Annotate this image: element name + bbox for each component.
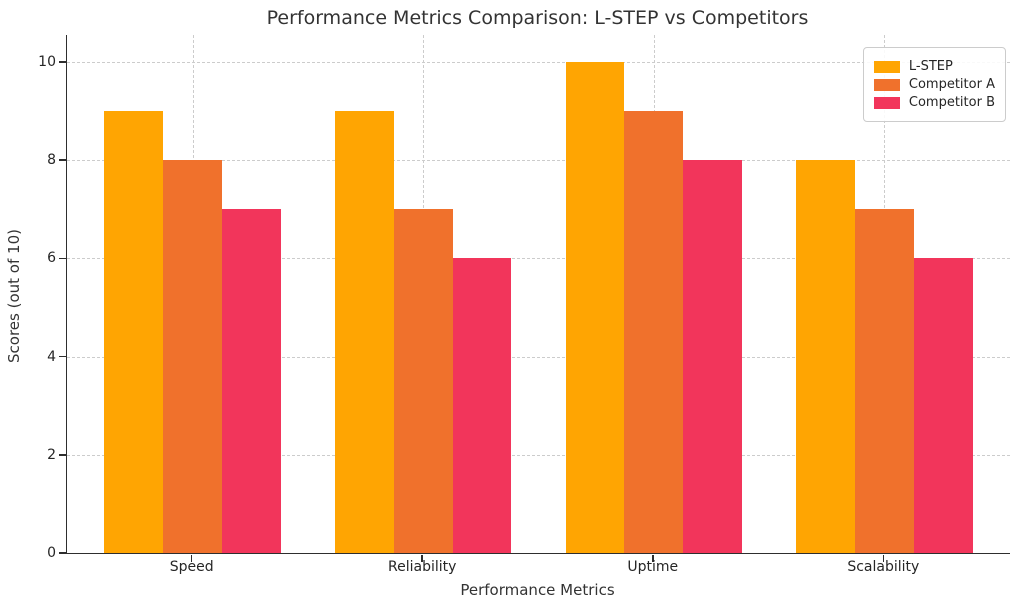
gridline-horizontal	[67, 160, 1010, 162]
legend-label: L-STEP	[908, 59, 953, 74]
bar-competitor-a	[163, 160, 223, 553]
chart-title: Performance Metrics Comparison: L-STEP v…	[266, 7, 809, 29]
y-tick-label: 10	[38, 54, 56, 70]
bar-competitor-b	[222, 209, 281, 553]
y-tick-mark	[59, 257, 66, 260]
y-tick-label: 0	[47, 545, 56, 561]
y-tick-mark	[59, 355, 66, 358]
bar-competitor-b	[452, 258, 512, 553]
bar-competitor-a	[854, 209, 914, 553]
y-tick-mark	[59, 159, 66, 161]
y-tick-mark	[59, 552, 66, 554]
legend-item: Competitor B	[873, 95, 995, 110]
legend-swatch-icon	[873, 96, 900, 109]
x-tick-label-speed: Speed	[169, 559, 214, 575]
bar-l-step	[335, 111, 394, 553]
x-tick-mark	[651, 555, 654, 562]
bar-competitor-a	[393, 209, 453, 553]
x-tick-label-scalability: Scalability	[847, 559, 920, 575]
legend-swatch-icon	[873, 60, 900, 73]
x-tick-mark	[190, 555, 193, 562]
gridline-horizontal	[67, 258, 1010, 260]
bar-competitor-b	[683, 160, 742, 553]
legend-item: L-STEP	[873, 59, 995, 74]
y-tick-mark	[59, 454, 66, 456]
y-tick-label: 6	[47, 250, 56, 267]
gridline-horizontal	[67, 454, 1010, 456]
bar-competitor-b	[913, 258, 973, 553]
legend-item: Competitor A	[873, 77, 995, 92]
y-tick-label: 8	[47, 152, 56, 169]
gridline-horizontal	[67, 62, 1010, 63]
x-tick-mark	[421, 555, 423, 562]
y-tick-mark	[59, 61, 66, 63]
bar-l-step	[796, 160, 855, 553]
gridline-horizontal	[67, 356, 1010, 358]
legend-swatch-icon	[873, 78, 900, 91]
legend-label: Competitor B	[908, 95, 995, 110]
bar-l-step	[104, 111, 164, 553]
plot-area	[66, 35, 1010, 554]
x-tick-mark	[882, 555, 885, 562]
legend: L-STEP Competitor A Competitor B	[862, 47, 1006, 122]
x-tick-label-reliability: Reliability	[388, 559, 457, 575]
legend-label: Competitor A	[908, 77, 995, 92]
bar-l-step	[565, 62, 625, 553]
y-tick-label: 2	[47, 446, 56, 463]
x-axis-label: Performance Metrics	[460, 581, 615, 599]
x-tick-label-uptime: Uptime	[627, 559, 679, 575]
y-axis-label: Scores (out of 10)	[5, 229, 23, 363]
bar-competitor-a	[624, 111, 684, 553]
y-tick-label: 4	[47, 348, 56, 365]
